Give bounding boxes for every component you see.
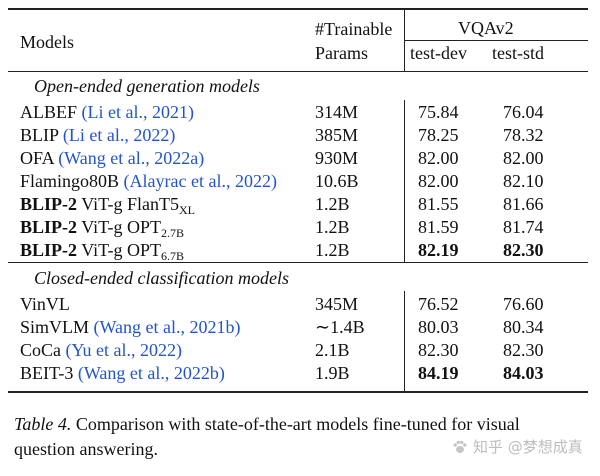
params-cell: 2.1B	[315, 340, 350, 360]
header-test-std: test-std	[492, 43, 544, 63]
params-cell: 1.2B	[315, 217, 350, 237]
citation-link[interactable]: (Li et al., 2022)	[62, 125, 176, 145]
test-dev-cell: 75.84	[418, 102, 459, 122]
closed-section-title: Closed-ended classification models	[34, 268, 289, 288]
test-dev-cell-best: 82.19	[418, 240, 459, 260]
test-std-cell: 76.04	[503, 102, 544, 122]
model-name: BEIT-3	[20, 363, 74, 383]
model-name: VinVL	[20, 294, 70, 314]
section-rule	[8, 262, 588, 263]
header-test-dev: test-dev	[410, 43, 467, 63]
test-std-cell-best: 84.03	[503, 363, 544, 383]
table-row: SimVLM (Wang et al., 2021b)	[20, 316, 241, 338]
header-trainable: #Trainable	[315, 19, 393, 39]
table-row: OFA (Wang et al., 2022a)	[20, 147, 204, 169]
model-name: BLIP-2	[20, 240, 78, 260]
open-section-title: Open-ended generation models	[34, 76, 260, 96]
citation-link[interactable]: (Yu et al., 2022)	[65, 340, 182, 360]
model-size-subscript: 2.7B	[160, 226, 184, 240]
params-cell: 345M	[315, 294, 359, 314]
test-dev-cell: 76.52	[418, 294, 459, 314]
citation-link[interactable]: (Wang et al., 2021b)	[93, 317, 241, 337]
params-cell: 10.6B	[315, 171, 359, 191]
params-cell: 930M	[315, 148, 359, 168]
test-dev-cell: 81.55	[418, 194, 459, 214]
model-variant: ViT-g FlanT5	[81, 194, 179, 214]
header-models: Models	[20, 32, 74, 52]
model-name: SimVLM	[20, 317, 90, 337]
table-row: BLIP (Li et al., 2022)	[20, 124, 175, 146]
table-row: CoCa (Yu et al., 2022)	[20, 339, 182, 361]
citation-link[interactable]: (Wang et al., 2022b)	[77, 363, 225, 383]
citation-link[interactable]: (Wang et al., 2022a)	[58, 148, 205, 168]
open-section-vertical-rule	[404, 100, 405, 262]
header-rule	[8, 71, 588, 72]
test-std-cell: 80.34	[503, 317, 544, 337]
table-row: BLIP-2 ViT-g OPT2.7B	[20, 216, 184, 240]
table-row: BLIP-2 ViT-g FlanT5XL	[20, 193, 195, 217]
caption-text: Comparison with state-of-the-art models …	[14, 414, 520, 459]
caption-label: Table 4.	[14, 414, 72, 434]
params-cell: 314M	[315, 102, 359, 122]
test-std-cell-best: 82.30	[503, 240, 544, 260]
params-cell: 1.2B	[315, 194, 350, 214]
header-vertical-rule	[404, 10, 405, 71]
test-std-cell: 82.30	[503, 340, 544, 360]
test-std-cell: 81.66	[503, 194, 544, 214]
table-caption: Table 4. Comparison with state-of-the-ar…	[14, 412, 574, 462]
model-name: CoCa	[20, 340, 62, 360]
citation-link[interactable]: (Alayrac et al., 2022)	[123, 171, 277, 191]
model-name: BLIP	[20, 125, 59, 145]
test-std-cell: 76.60	[503, 294, 544, 314]
params-cell: 1.9B	[315, 363, 350, 383]
vqav2-underline	[404, 40, 588, 41]
model-name: OFA	[20, 148, 54, 168]
table-row: Flamingo80B (Alayrac et al., 2022)	[20, 170, 277, 192]
model-name: BLIP-2	[20, 194, 78, 214]
params-cell: 385M	[315, 125, 359, 145]
test-dev-cell: 81.59	[418, 217, 459, 237]
model-variant: ViT-g OPT	[81, 240, 161, 260]
model-name: Flamingo80B	[20, 171, 120, 191]
watermark: 知乎 @梦想成真	[452, 436, 583, 457]
zhihu-paw-icon	[453, 440, 467, 453]
model-variant: ViT-g OPT	[81, 217, 161, 237]
table-row: VinVL	[20, 293, 70, 315]
header-vqav2: VQAv2	[458, 18, 514, 38]
test-dev-cell-best: 84.19	[418, 363, 459, 383]
test-dev-cell: 82.00	[418, 171, 459, 191]
header-params: Params	[315, 43, 368, 63]
test-std-cell: 82.10	[503, 171, 544, 191]
test-std-cell: 81.74	[503, 217, 544, 237]
citation-link[interactable]: (Li et al., 2021)	[81, 102, 194, 122]
watermark-text: 知乎 @梦想成真	[473, 438, 583, 456]
table-row: BLIP-2 ViT-g OPT6.7B	[20, 239, 184, 263]
model-name: BLIP-2	[20, 217, 78, 237]
test-std-cell: 78.32	[503, 125, 544, 145]
test-dev-cell: 80.03	[418, 317, 459, 337]
test-dev-cell: 82.30	[418, 340, 459, 360]
params-cell: ∼1.4B	[315, 317, 365, 337]
test-dev-cell: 82.00	[418, 148, 459, 168]
model-name: ALBEF	[20, 102, 78, 122]
test-std-cell: 82.00	[503, 148, 544, 168]
table-row: ALBEF (Li et al., 2021)	[20, 101, 194, 123]
model-size-subscript: XL	[178, 203, 195, 217]
model-size-subscript: 6.7B	[160, 249, 184, 263]
params-cell: 1.2B	[315, 240, 350, 260]
bottom-rule	[8, 391, 588, 393]
top-rule	[8, 8, 588, 10]
closed-section-vertical-rule	[404, 291, 405, 391]
table-row: BEIT-3 (Wang et al., 2022b)	[20, 362, 225, 384]
test-dev-cell: 78.25	[418, 125, 459, 145]
